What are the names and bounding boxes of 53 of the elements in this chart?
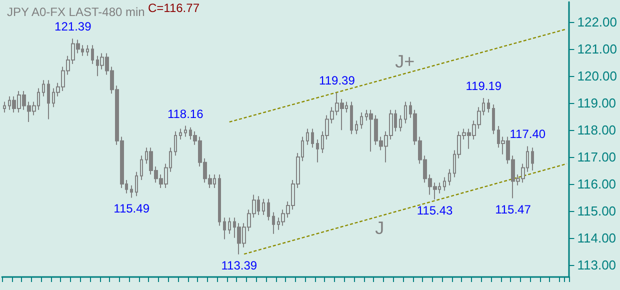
candlestick bbox=[492, 104, 495, 135]
series-label: J+ bbox=[395, 52, 415, 72]
candlestick bbox=[135, 171, 138, 197]
candlestick bbox=[218, 174, 221, 226]
candlestick bbox=[140, 155, 143, 180]
candlestick bbox=[223, 217, 226, 240]
y-tick-label: 114.00 bbox=[577, 230, 616, 246]
candlestick bbox=[228, 217, 231, 234]
candlestick bbox=[531, 147, 534, 172]
candlestick bbox=[311, 128, 314, 148]
candlestick bbox=[91, 44, 94, 65]
candlestick bbox=[306, 128, 309, 146]
candlestick bbox=[262, 198, 265, 216]
candlestick bbox=[316, 139, 319, 163]
y-tick-label: 113.00 bbox=[577, 257, 616, 272]
annotation: 119.19 bbox=[466, 78, 502, 93]
candlestick bbox=[184, 125, 187, 138]
candlestick bbox=[272, 212, 275, 234]
annotation: 121.39 bbox=[54, 20, 92, 34]
y-tick-label: 116.00 bbox=[577, 176, 616, 192]
annotation: 119.39 bbox=[319, 74, 356, 88]
candlestick bbox=[487, 98, 490, 114]
annotation: 117.40 bbox=[510, 127, 546, 142]
annotation: 115.49 bbox=[114, 202, 150, 216]
series-label: J bbox=[375, 218, 384, 238]
candlestick bbox=[404, 101, 407, 124]
y-tick-label: 120.00 bbox=[577, 68, 618, 84]
y-tick-label: 117.00 bbox=[577, 150, 616, 165]
candlestick bbox=[179, 128, 182, 140]
annotation: 113.39 bbox=[221, 258, 258, 272]
chart-title: JPY A0-FX LAST-480 min bbox=[7, 5, 145, 19]
candlestick bbox=[399, 114, 402, 132]
candlestick bbox=[130, 184, 133, 198]
y-tick-label: 122.00 bbox=[577, 14, 618, 30]
annotation: 115.43 bbox=[416, 203, 453, 218]
candlestick bbox=[360, 112, 363, 130]
annotation: C=116.77 bbox=[148, 1, 200, 15]
y-tick-label: 115.00 bbox=[577, 203, 616, 218]
candlestick bbox=[355, 120, 358, 135]
candlestick bbox=[443, 176, 446, 192]
candlestick bbox=[86, 44, 89, 56]
y-tick-label: 118.00 bbox=[577, 122, 616, 138]
annotation: 118.16 bbox=[167, 106, 204, 121]
candlestick bbox=[174, 130, 177, 156]
candlestick bbox=[3, 101, 6, 114]
annotation: 115.47 bbox=[495, 202, 532, 216]
y-tick-label: 119.00 bbox=[577, 96, 616, 111]
candlestick bbox=[267, 198, 270, 221]
candlestick bbox=[42, 80, 45, 97]
candlestick bbox=[448, 168, 451, 186]
candlestick bbox=[350, 101, 353, 135]
candlestick bbox=[47, 80, 50, 120]
y-tick-label: 121.00 bbox=[577, 42, 618, 57]
